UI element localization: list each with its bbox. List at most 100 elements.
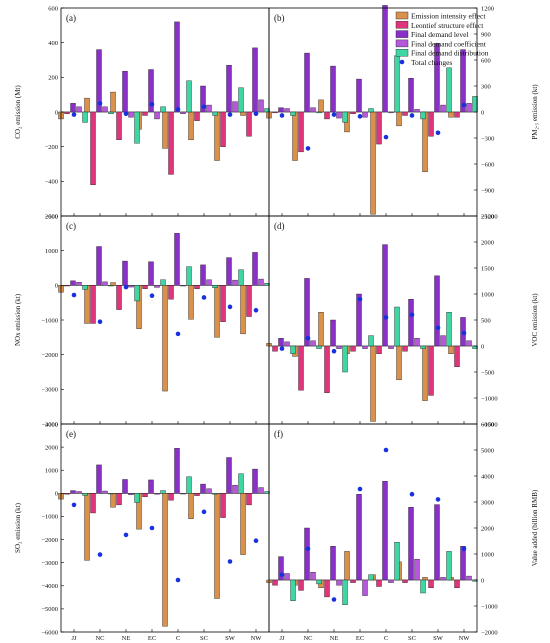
bar-panel-d-NC-3 — [310, 340, 316, 347]
bar-panel-c-NE-0 — [110, 282, 116, 286]
bar-panel-f-SC-4 — [420, 579, 426, 594]
x-tick-label-SW: SW — [225, 635, 236, 642]
bar-panel-c-JJ-3 — [76, 282, 82, 286]
x-tick-label-NC: NC — [303, 635, 312, 642]
bar-panel-d-C-2 — [382, 244, 388, 347]
bar-panel-e-SC-0 — [188, 493, 194, 519]
bar-panel-e-SC-4 — [212, 493, 218, 495]
y-tick-label: 2000 — [481, 525, 494, 532]
bar-panel-b-C-3 — [388, 111, 394, 114]
y-tick-label: −3000 — [41, 387, 58, 394]
bar-panel-d-NE-2 — [330, 319, 336, 347]
bar-panel-b-C-0 — [370, 111, 376, 215]
total-point-panel-f-SW — [435, 497, 441, 502]
bar-panel-d-SC-3 — [414, 338, 420, 347]
bar-panel-d-SW-1 — [428, 345, 434, 396]
bar-panel-a-SC-3 — [206, 104, 212, 113]
bar-panel-a-NC-4 — [108, 111, 114, 114]
y-axis-label: VOC emission (kt) — [531, 293, 539, 347]
y-tick-label: −200 — [45, 144, 58, 151]
panel-label: (c) — [66, 221, 76, 231]
bar-panel-d-SC-2 — [408, 299, 414, 347]
bar-panel-e-NW-4 — [264, 491, 270, 494]
bar-panel-b-NE-3 — [336, 111, 342, 119]
bar-panel-d-SW-0 — [422, 345, 428, 401]
y-tick-label: −600 — [481, 161, 494, 168]
legend-swatch — [395, 21, 409, 29]
bar-panel-d-NE-4 — [342, 345, 348, 373]
bar-panel-a-EC-1 — [142, 111, 148, 116]
y-tick-label: −400 — [45, 179, 58, 186]
bar-panel-f-NE-3 — [336, 579, 342, 586]
total-point-panel-e-EC — [149, 525, 155, 531]
bar-panel-c-SC-4 — [212, 285, 218, 288]
bar-panel-a-SC-1 — [194, 111, 200, 121]
bar-panel-c-NE-1 — [116, 285, 122, 310]
x-tick-label-NE: NE — [330, 635, 339, 642]
bar-panel-f-NW-1 — [454, 579, 460, 589]
y-tick-label: 6000 — [481, 421, 494, 428]
total-point-panel-a-NC — [97, 101, 103, 106]
panel-c: −4000 −3000 −2000 −1000 0 1000 2000 NOx emissio… — [14, 213, 270, 428]
total-point-panel-d-NC — [305, 335, 311, 341]
y-tick-label: −1000 — [481, 395, 498, 402]
bar-panel-e-C-0 — [162, 493, 168, 627]
y-tick-label: 1000 — [45, 468, 58, 475]
bar-panel-e-SW-1 — [220, 493, 226, 518]
bar-panel-d-SW-2 — [434, 275, 440, 347]
bar-panel-e-NW-0 — [240, 493, 246, 555]
bar-panel-b-NC-1 — [298, 111, 304, 153]
bar-panel-f-NE-4 — [342, 579, 348, 605]
bar-panel-f-SW-0 — [422, 577, 428, 581]
total-point-panel-d-NE — [331, 348, 337, 354]
bar-panel-a-SW-2 — [226, 64, 232, 113]
total-point-panel-a-NW — [253, 111, 259, 117]
bar-panel-c-SC-3 — [206, 279, 212, 286]
bar-panel-d-NC-2 — [304, 278, 310, 347]
y-tick-label: 3000 — [45, 421, 58, 428]
bar-panel-f-EC-0 — [344, 551, 350, 581]
bar-panel-a-NE-0 — [110, 91, 116, 113]
bar-panel-b-NC-2 — [304, 52, 310, 113]
bar-panel-c-NW-1 — [246, 285, 252, 317]
panel-a: −600 −400 −200 0 200 400 600 CO₂ emission (Mt) (… — [14, 5, 270, 220]
y-tick-label: 1200 — [481, 5, 494, 12]
total-point-panel-e-NC — [97, 552, 103, 557]
bar-panel-e-NE-4 — [134, 493, 140, 503]
bar-panel-a-NW-1 — [246, 111, 252, 137]
x-tick-label-NW: NW — [251, 635, 263, 642]
bar-panel-b-JJ-4 — [290, 111, 296, 116]
bar-panel-b-NE-2 — [330, 65, 336, 113]
bar-panel-c-SW-4 — [238, 269, 244, 286]
total-point-panel-d-JJ — [279, 346, 285, 351]
y-tick-label: 2000 — [45, 444, 58, 451]
bar-panel-a-NW-0 — [240, 111, 246, 116]
bar-panel-d-EC-3 — [362, 345, 368, 349]
bar-panel-d-JJ-4 — [290, 345, 296, 355]
bar-panel-b-EC-3 — [362, 111, 368, 118]
total-point-panel-c-NC — [97, 319, 103, 325]
bar-panel-b-NE-1 — [324, 111, 330, 120]
total-point-panel-c-JJ — [71, 292, 77, 298]
panel-f: −2000 −1000 0 1000 2000 3000 4000 5000 6000 Value… — [266, 421, 539, 636]
bar-panel-f-SW-2 — [434, 504, 440, 581]
total-point-panel-a-SW — [227, 112, 233, 117]
total-point-panel-e-SC — [201, 509, 207, 515]
bar-panel-e-SW-3 — [232, 485, 238, 494]
bar-panel-b-SW-1 — [428, 111, 434, 137]
bar-panel-b-NE-0 — [318, 99, 324, 113]
y-tick-label: −3000 — [41, 560, 58, 567]
bar-panel-f-EC-1 — [350, 579, 356, 583]
total-point-panel-a-JJ — [71, 112, 77, 117]
total-point-panel-d-NW — [461, 330, 467, 336]
y-axis-label: Value added (billion RMB) — [531, 489, 539, 566]
y-tick-label: 2000 — [45, 213, 58, 220]
bar-panel-d-NW-3 — [466, 340, 472, 347]
y-tick-label: −4000 — [41, 421, 58, 428]
y-tick-label: 1000 — [481, 291, 494, 298]
bar-panel-b-JJ-1 — [272, 111, 278, 114]
bar-panel-e-EC-2 — [148, 479, 154, 494]
y-tick-label: −1000 — [41, 317, 58, 324]
bar-panel-a-NE-4 — [134, 111, 140, 144]
